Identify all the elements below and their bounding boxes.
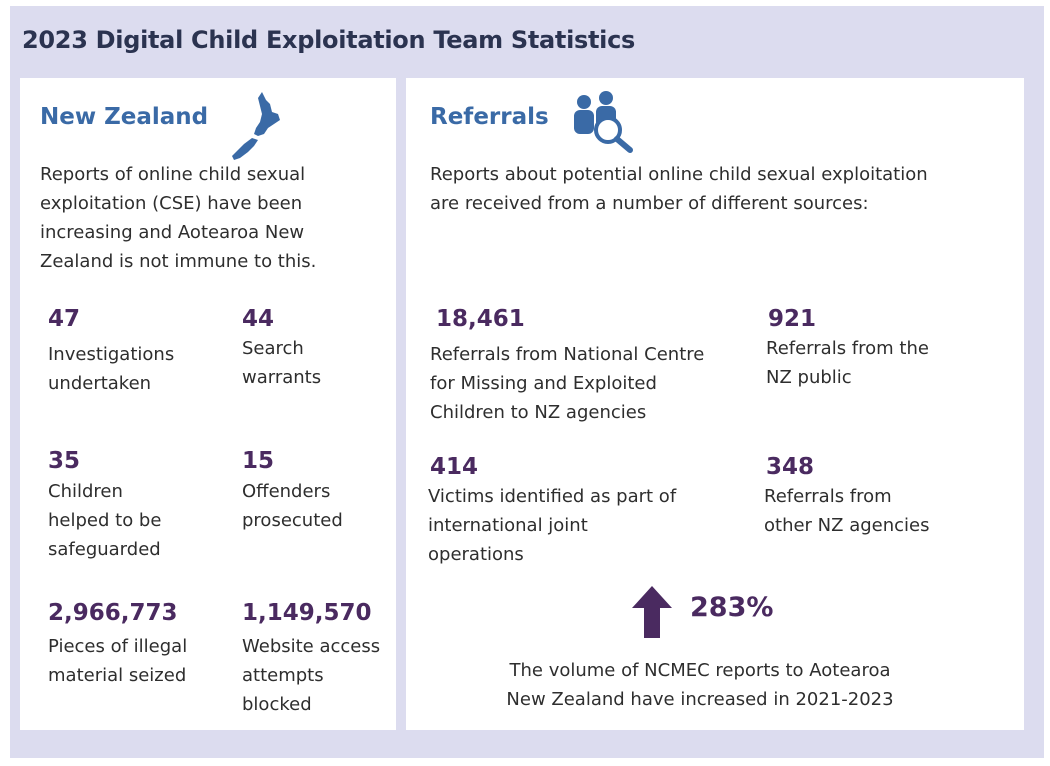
stat-search-warrants-label: Search warrants — [242, 338, 322, 388]
stat-investigations-value: 47 — [48, 306, 81, 332]
stat-public-referrals-value: 921 — [768, 306, 817, 332]
referrals-heading: Referrals — [430, 104, 549, 130]
new-zealand-heading: New Zealand — [40, 104, 209, 130]
stat-website-blocked-label: Website access attempts blocked — [242, 636, 381, 715]
new-zealand-description: Reports of online child sexual exploitat… — [40, 164, 317, 272]
stat-offenders-value: 15 — [242, 448, 275, 474]
stat-material-seized-value: 2,966,773 — [48, 600, 178, 626]
stat-children-value: 35 — [48, 448, 81, 474]
stat-website-blocked-value: 1,149,570 — [242, 600, 372, 626]
new-zealand-panel — [20, 78, 396, 730]
stat-material-seized-label: Pieces of illegal material seized — [48, 636, 188, 686]
stat-victims-identified-label: Victims identified as part of internatio… — [428, 486, 677, 565]
new-zealand-map-icon — [232, 92, 280, 160]
stat-search-warrants-value: 44 — [242, 306, 275, 332]
stat-children-label: Children helped to be safeguarded — [48, 481, 162, 560]
stat-victims-identified-value: 414 — [430, 454, 479, 480]
ncmec-increase-percent: 283% — [690, 592, 774, 623]
referrals-description: Reports about potential online child sex… — [430, 164, 928, 214]
stat-public-referrals-label: Referrals from the NZ public — [766, 338, 929, 388]
stat-agency-referrals-label: Referrals from other NZ agencies — [764, 486, 930, 536]
stat-offenders-label: Offenders prosecuted — [242, 481, 343, 531]
arrow-up-icon — [632, 586, 672, 638]
ncmec-increase-note: The volume of NCMEC reports to Aotearoa … — [506, 660, 894, 710]
stat-ncmec-referrals-value: 18,461 — [436, 306, 525, 332]
referrals-panel — [406, 78, 1024, 730]
stat-investigations-label: Investigations undertaken — [48, 344, 175, 394]
stat-ncmec-referrals-label: Referrals from National Centre for Missi… — [430, 344, 705, 423]
stat-agency-referrals-value: 348 — [766, 454, 815, 480]
page-title: 2023 Digital Child Exploitation Team Sta… — [22, 26, 636, 54]
people-search-icon — [574, 91, 633, 153]
